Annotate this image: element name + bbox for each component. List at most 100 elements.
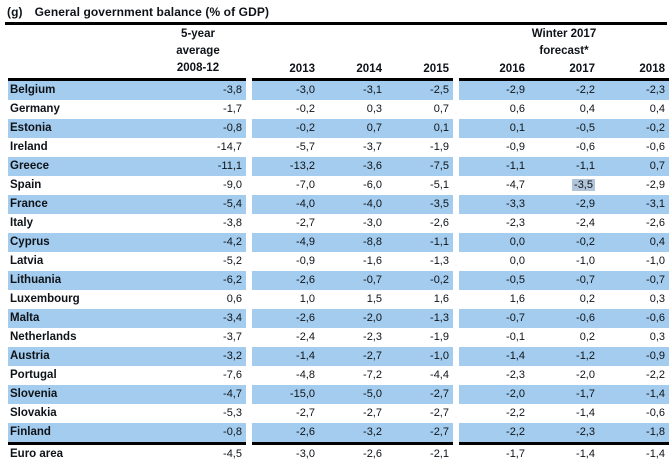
column-gap <box>453 81 459 100</box>
table-row: Portugal -7,6 -4,8 -7,2 -4,4 -2,3 -2,0 -2,2 <box>8 366 669 385</box>
table-row: Greece -11,1 -13,2 -3,6 -7,5 -1,1 -1,1 0,7 <box>8 157 669 176</box>
table-row: Slovenia -4,7 -15,0 -5,0 -2,7 -2,0 -1,7 -1,4 <box>8 385 669 404</box>
value-cell: 0,2 <box>579 331 595 343</box>
table-title: (g) General government balance (% of GDP… <box>0 0 672 22</box>
value-cell: 0,0 <box>509 255 525 267</box>
table-row: Belgium -3,8 -3,0 -3,1 -2,5 -2,9 -2,2 -2,3 <box>8 81 669 100</box>
column-gap <box>246 100 252 119</box>
value-cell: -1,9 <box>430 331 449 343</box>
value-cell: -1,1 <box>529 157 599 176</box>
value-cell: -2,3 <box>529 423 599 442</box>
column-gap <box>246 119 252 138</box>
value-cell: -4,9 <box>252 233 319 252</box>
country-cell: Latvia <box>10 255 44 267</box>
value-cell: -0,1 <box>506 331 525 343</box>
value-cell: -2,7 <box>296 217 315 229</box>
table-row: Lithuania -6,2 -2,6 -0,7 -0,2 -0,5 -0,7 -0,7 <box>8 271 669 290</box>
value-cell: -0,9 <box>296 255 315 267</box>
country-cell: Germany <box>10 103 60 115</box>
value-cell: -0,7 <box>319 271 386 290</box>
euro-area-separator <box>8 442 669 445</box>
table-row: Cyprus -4,2 -4,9 -8,8 -1,1 0,0 -0,2 0,4 <box>8 233 669 252</box>
value-cell: -1,4 <box>252 347 319 366</box>
column-gap <box>453 233 459 252</box>
value-cell: -0,8 <box>150 423 246 442</box>
value-cell: -3,2 <box>319 423 386 442</box>
value-cell: -1,6 <box>363 255 382 267</box>
table-row: Italy -3,8 -2,7 -3,0 -2,6 -2,3 -2,4 -2,6 <box>8 214 669 233</box>
value-cell: 0,4 <box>649 103 665 115</box>
value-cell: -0,9 <box>506 141 525 153</box>
column-gap <box>453 347 459 366</box>
column-gap <box>453 290 459 309</box>
value-cell: -0,2 <box>296 103 315 115</box>
value-cell: -2,1 <box>430 448 449 460</box>
table-row: Malta -3,4 -2,6 -2,0 -1,3 -0,7 -0,6 -0,6 <box>8 309 669 328</box>
value-cell: -9,0 <box>223 179 242 191</box>
column-gap <box>246 445 252 464</box>
value-cell: -4,0 <box>252 195 319 214</box>
column-gap <box>246 214 252 233</box>
value-cell: -2,7 <box>296 407 315 419</box>
value-cell: -1,1 <box>386 233 453 252</box>
value-cell: -1,0 <box>646 255 665 267</box>
value-cell: -7,2 <box>363 369 382 381</box>
column-gap <box>453 100 459 119</box>
value-cell: -4,0 <box>319 195 386 214</box>
table-row: Euro area -4,5 -3,0 -2,6 -2,1 -1,7 -1,4 -1,4 <box>8 445 669 464</box>
country-cell: Netherlands <box>10 331 77 343</box>
value-cell: -1,8 <box>599 423 669 442</box>
value-cell: -2,2 <box>646 369 665 381</box>
table-row: Finland -0,8 -2,6 -3,2 -2,7 -2,2 -2,3 -1,8 <box>8 423 669 442</box>
column-gap <box>453 404 459 423</box>
country-cell: France <box>8 195 150 214</box>
value-cell: -4,5 <box>223 448 242 460</box>
value-cell: -1,9 <box>430 141 449 153</box>
value-cell: -11,1 <box>150 157 246 176</box>
value-cell: -14,7 <box>216 141 242 153</box>
value-cell: -2,0 <box>319 309 386 328</box>
value-cell: -5,3 <box>223 407 242 419</box>
value-cell: -6,0 <box>363 179 382 191</box>
value-cell: -5,4 <box>150 195 246 214</box>
value-cell: -3,6 <box>319 157 386 176</box>
column-gap <box>246 328 252 347</box>
value-cell: -2,7 <box>363 407 382 419</box>
column-gap <box>453 157 459 176</box>
country-cell: Euro area <box>10 448 64 460</box>
value-cell: -2,0 <box>459 385 529 404</box>
value-cell: 0,4 <box>599 233 669 252</box>
value-cell: -0,6 <box>646 407 665 419</box>
column-gap <box>246 309 252 328</box>
value-cell: -4,7 <box>506 179 525 191</box>
value-cell: -0,2 <box>386 271 453 290</box>
value-cell: -2,3 <box>506 217 525 229</box>
year-column-header-2014: 2014 <box>356 63 382 75</box>
value-cell: -3,1 <box>599 195 669 214</box>
value-cell: -3,3 <box>459 195 529 214</box>
value-cell: -0,6 <box>576 141 595 153</box>
value-cell: -2,6 <box>430 217 449 229</box>
value-cell: -4,4 <box>430 369 449 381</box>
value-cell: 0,6 <box>509 103 525 115</box>
value-cell: -3,4 <box>150 309 246 328</box>
table-row: Luxembourg 0,6 1,0 1,5 1,6 1,6 0,2 0,3 <box>8 290 669 309</box>
value-cell: 0,6 <box>226 293 242 305</box>
year-column-header-2015: 2015 <box>423 63 449 75</box>
value-cell: -1,0 <box>576 255 595 267</box>
value-cell: -2,6 <box>252 271 319 290</box>
value-cell: -0,9 <box>599 347 669 366</box>
column-gap <box>246 290 252 309</box>
value-cell: -0,5 <box>459 271 529 290</box>
value-cell: -2,3 <box>363 331 382 343</box>
value-cell: -0,6 <box>646 141 665 153</box>
value-cell: 0,3 <box>649 331 665 343</box>
value-cell: -3,7 <box>223 331 242 343</box>
table-row: Germany -1,7 -0,2 0,3 0,7 0,6 0,4 0,4 <box>8 100 669 119</box>
country-cell: Cyprus <box>8 233 150 252</box>
column-gap <box>246 138 252 157</box>
value-cell: -0,2 <box>599 119 669 138</box>
value-cell: -0,6 <box>599 309 669 328</box>
value-cell: -5,0 <box>319 385 386 404</box>
